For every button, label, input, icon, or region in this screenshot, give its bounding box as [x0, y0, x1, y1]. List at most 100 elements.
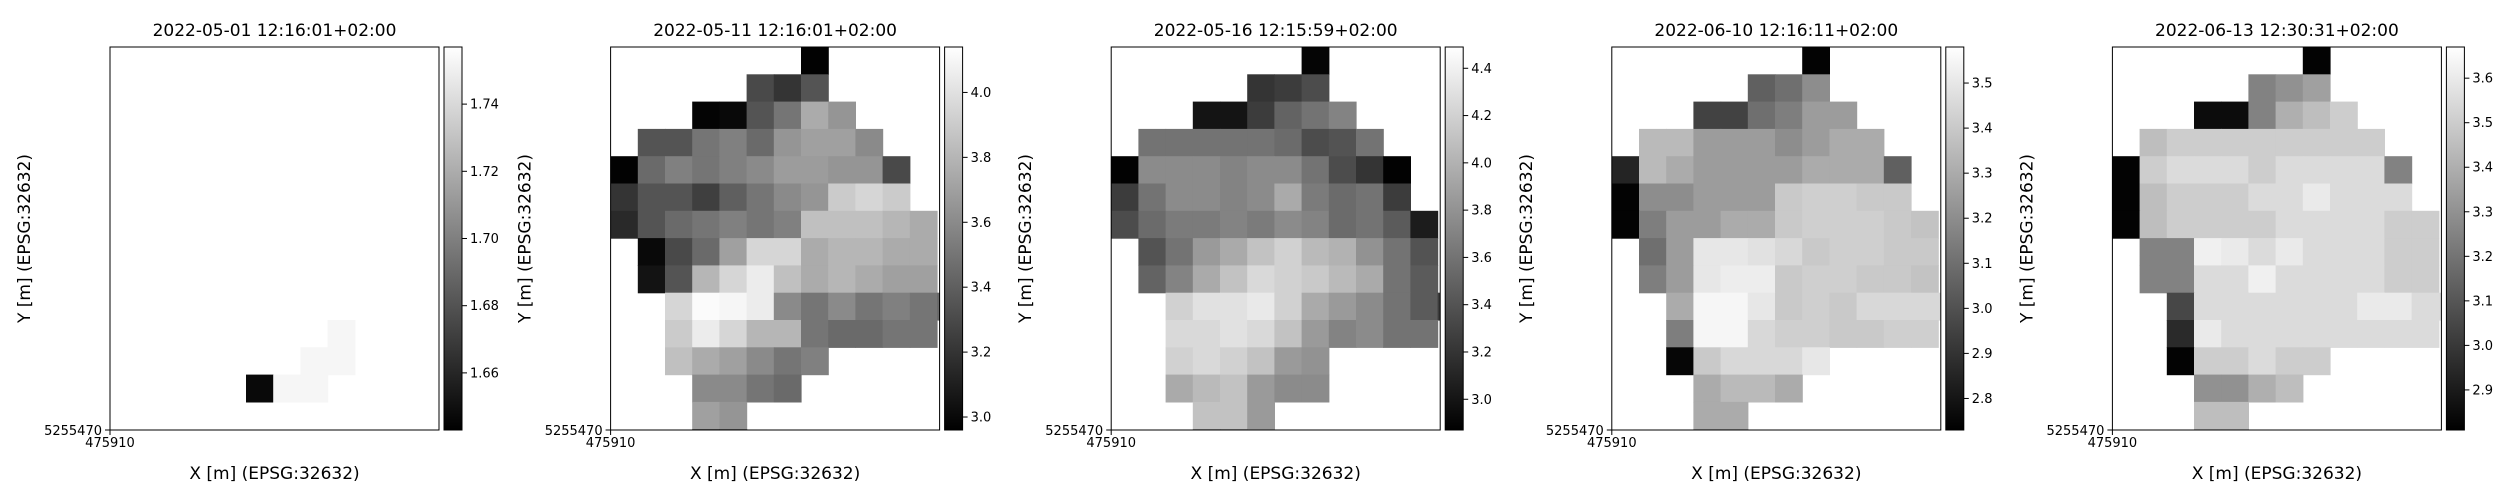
heatmap-cell: [1911, 265, 1939, 294]
heatmap-cell: [1220, 183, 1248, 212]
x-tick-label: 475910: [586, 436, 636, 451]
heatmap-cell: [1883, 183, 1912, 212]
heatmap-cell: [1301, 210, 1330, 239]
heatmap-cell: [2384, 238, 2413, 266]
heatmap-cell: [1747, 320, 1776, 348]
heatmap-cell: [719, 238, 748, 266]
heatmap-cell: [2384, 292, 2413, 321]
heatmap-cell: [1165, 265, 1194, 294]
heatmap-cell: [882, 320, 911, 348]
heatmap-cell: [2248, 292, 2277, 321]
heatmap-cell: [2221, 238, 2249, 266]
heatmap-cell: [773, 128, 802, 157]
heatmap-cell: [2302, 128, 2331, 157]
x-tick-label: 475910: [1086, 436, 1136, 451]
heatmap-cell: [665, 292, 693, 321]
heatmap-cell: [1220, 429, 1248, 430]
colorbar: [1945, 46, 1965, 431]
heatmap-cell: [1383, 320, 1411, 348]
heatmap-cell: [1693, 374, 1722, 403]
heatmap-cell: [1138, 156, 1167, 185]
heatmap-cell: [2248, 320, 2277, 348]
x-axis-label: X [m] (EPSG:32632): [1691, 464, 1861, 484]
heatmap-cell: [773, 374, 802, 403]
heatmap-cell: [1856, 210, 1885, 239]
heatmap-cell: [855, 183, 884, 212]
y-tick-label: 5255470: [1045, 424, 1103, 439]
heatmap-cell: [1802, 74, 1830, 103]
heatmap-cell: [1301, 74, 1330, 103]
heatmap-cell: [1247, 156, 1275, 185]
heatmap-cell: [2166, 265, 2195, 294]
heatmap-cell: [746, 320, 775, 348]
heatmap-cell: [1883, 210, 1912, 239]
heatmap-cell: [1328, 292, 1357, 321]
heatmap-cell: [1274, 320, 1303, 348]
colorbar-tick-label: 3.3: [1972, 167, 1993, 182]
heatmap-cell: [1693, 101, 1722, 130]
heatmap-cell: [1220, 347, 1248, 376]
heatmap-cell: [1747, 347, 1776, 376]
heatmap-cell: [719, 347, 748, 376]
heatmap-cell: [1829, 265, 1858, 294]
heatmap-cell: [2411, 265, 2440, 294]
colorbar-tick-label: 3.2: [971, 346, 992, 361]
heatmap-cell: [1666, 265, 1694, 294]
heatmap-cell: [828, 183, 856, 212]
heatmap-cell: [1693, 265, 1722, 294]
heatmap-cell: [2248, 265, 2277, 294]
heatmap-cell: [2166, 292, 2195, 321]
heatmap-cell: [2194, 128, 2222, 157]
heatmap-cell: [1383, 265, 1411, 294]
heatmap-cell: [1911, 210, 1939, 239]
heatmap-cell: [2194, 156, 2222, 185]
heatmap-cell: [855, 238, 884, 266]
heatmap-cell: [2221, 292, 2249, 321]
x-axis-label: X [m] (EPSG:32632): [1191, 464, 1361, 484]
heatmap-cell: [2384, 183, 2413, 212]
heatmap-cell: [1883, 320, 1912, 348]
heatmap-cell: [1247, 347, 1275, 376]
heatmap-cell: [801, 347, 829, 376]
heatmap-cell: [1274, 292, 1303, 321]
heatmap-cell: [1747, 128, 1776, 157]
heatmap-cell: [1274, 74, 1303, 103]
heatmap-cell: [2302, 265, 2331, 294]
heatmap-cell: [828, 128, 856, 157]
heatmap-cell: [719, 183, 748, 212]
heatmap-cell: [719, 210, 748, 239]
heatmap-cell: [1274, 347, 1303, 376]
axes-frame: [2111, 46, 2442, 431]
heatmap-cell: [1720, 347, 1749, 376]
heatmap-cell: [665, 128, 693, 157]
heatmap-cell: [2302, 47, 2331, 75]
heatmap-cell: [1220, 128, 1248, 157]
heatmap-cell: [2275, 265, 2304, 294]
colorbar-tick-label: 3.0: [1972, 302, 1993, 317]
heatmap-cell: [1693, 238, 1722, 266]
heatmap-cell: [1301, 183, 1330, 212]
heatmap-cell: [2302, 320, 2331, 348]
colorbar-tick-label: 3.4: [1972, 122, 1993, 137]
heatmap-cell: [1666, 238, 1694, 266]
colorbar-tick-label: 2.9: [1972, 347, 1993, 362]
x-tick-label: 475910: [1587, 436, 1637, 451]
heatmap-cell: [1802, 210, 1830, 239]
heatmap-cell: [828, 156, 856, 185]
heatmap-cell: [1165, 210, 1194, 239]
heatmap-cell: [2221, 128, 2249, 157]
heatmap-cell: [610, 210, 639, 239]
heatmap-cell: [1356, 156, 1384, 185]
heatmap-cell: [2194, 101, 2222, 130]
heatmap-cell: [2357, 238, 2385, 266]
heatmap-cell: [1775, 156, 1803, 185]
heatmap-cell: [1328, 156, 1357, 185]
heatmap-cell: [1220, 210, 1248, 239]
heatmap-cell: [2302, 238, 2331, 266]
colorbar-tick-label: 1.68: [470, 299, 499, 314]
heatmap-cell: [1301, 292, 1330, 321]
heatmap-cell: [2357, 292, 2385, 321]
heatmap-cell: [1720, 429, 1749, 430]
